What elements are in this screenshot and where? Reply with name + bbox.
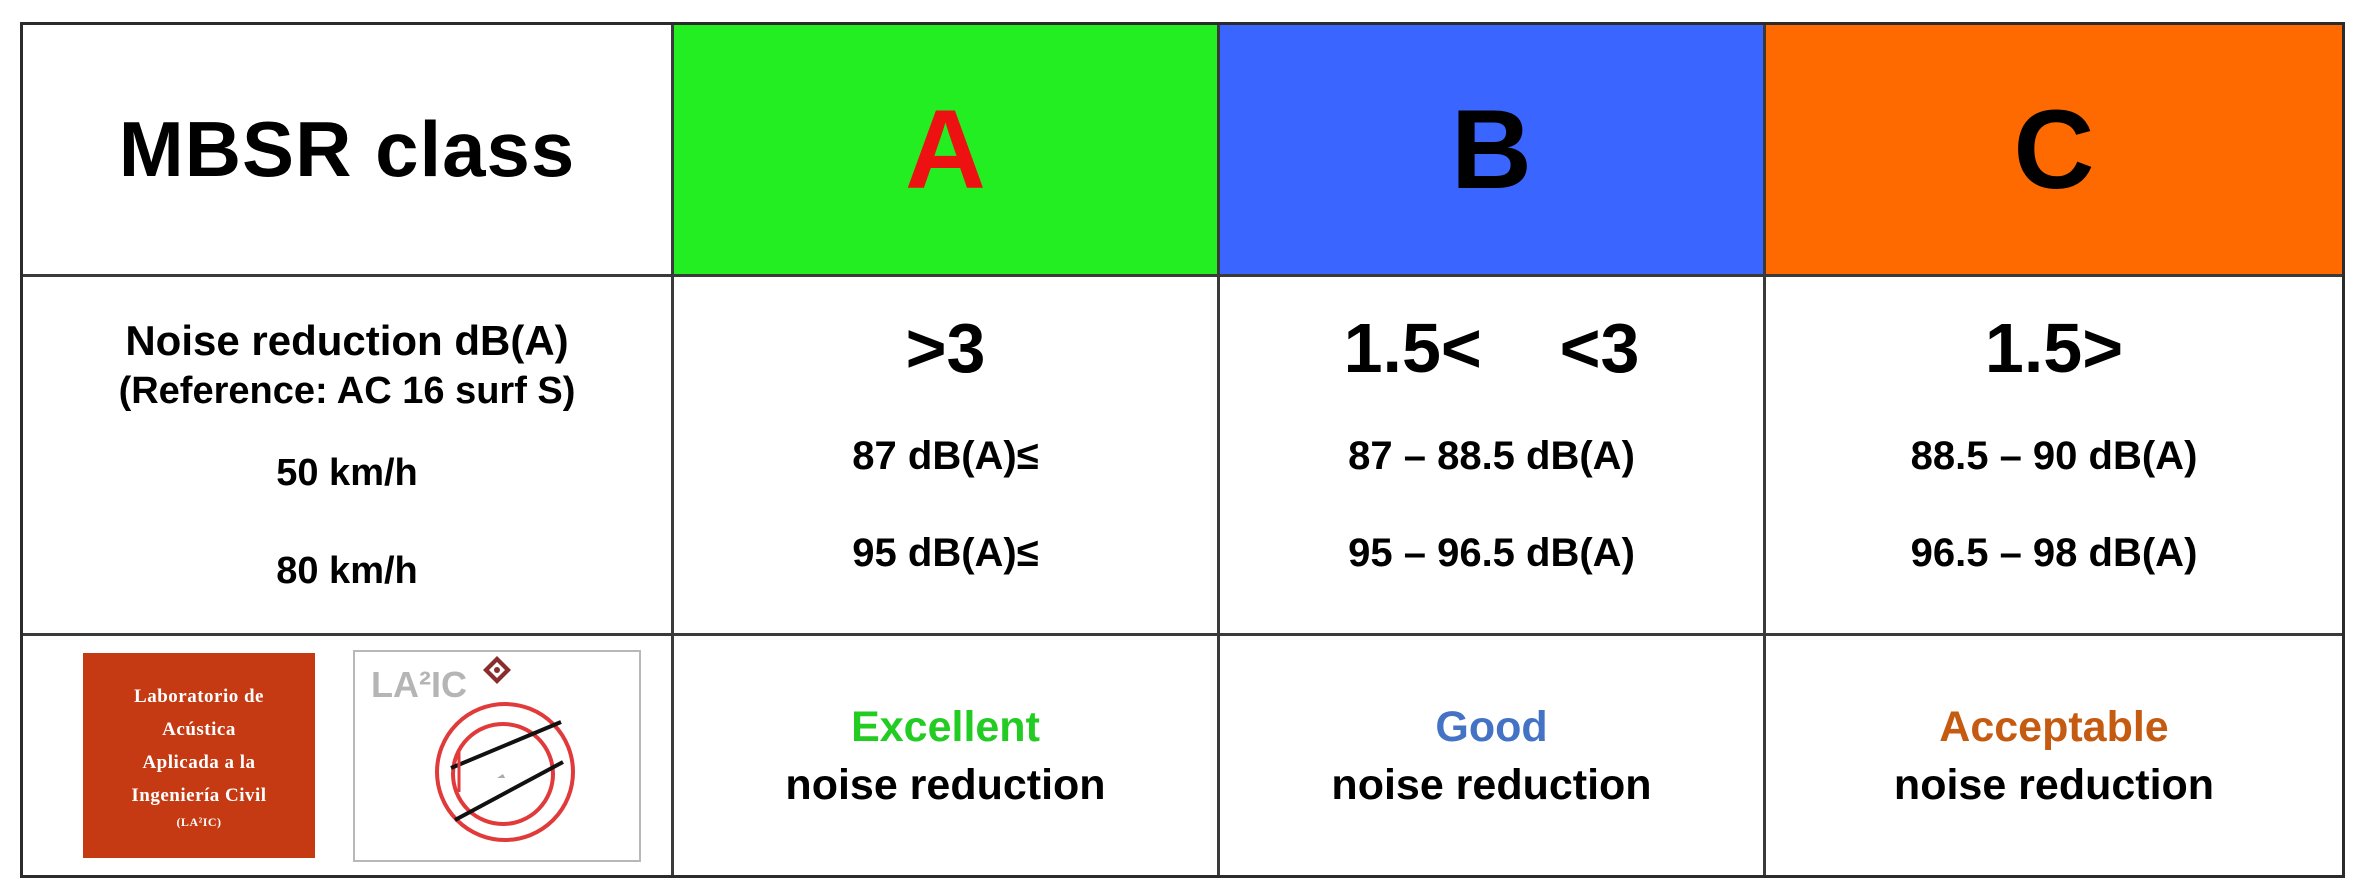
logo-line-1: Laboratorio de: [134, 685, 264, 707]
class-b-header: B: [1220, 25, 1766, 277]
table-title: MBSR class: [118, 105, 576, 193]
noise-label-cell: Noise reduction dB(A) (Reference: AC 16 …: [23, 277, 674, 636]
logo-line-5: (LA²IC): [176, 814, 222, 829]
class-c-range-50: 88.5 – 90 dB(A): [1910, 434, 2198, 478]
class-c-noise-cell: 1.5> 88.5 – 90 dB(A) 96.5 – 98 dB(A): [1766, 277, 2342, 636]
logo-cell: Laboratorio de Acústica Aplicada a la In…: [23, 636, 674, 875]
class-a-rating-cell: Excellent noise reduction: [674, 636, 1220, 875]
reference-label: (Reference: AC 16 surf S): [118, 370, 576, 412]
emblem-text: LA²IC: [371, 664, 467, 705]
class-b-range-80: 95 – 96.5 dB(A): [1348, 531, 1635, 575]
class-a-noise-cell: >3 87 dB(A)≤ 95 dB(A)≤: [674, 277, 1220, 636]
class-c-range-80: 96.5 – 98 dB(A): [1910, 531, 2198, 575]
class-b-rating-cell: Good noise reduction: [1220, 636, 1766, 875]
la2ic-emblem-icon: LA²IC: [371, 655, 575, 842]
class-a-header: A: [674, 25, 1220, 277]
class-c-threshold: 1.5>: [1984, 309, 2124, 387]
header-title-cell: MBSR class: [23, 25, 674, 277]
class-c-rating-cell: Acceptable noise reduction: [1766, 636, 2342, 875]
mbsr-class-table: MBSR class A B C Noise reduction dB(A) (…: [20, 22, 2345, 878]
class-b-letter: B: [1451, 87, 1532, 212]
speed-50-label: 50 km/h: [276, 452, 418, 494]
class-a-rating-suffix: noise reduction: [785, 760, 1106, 809]
class-b-range-50: 87 – 88.5 dB(A): [1348, 434, 1635, 478]
class-a-rating: Excellent: [851, 702, 1040, 751]
class-c-letter: C: [2013, 87, 2095, 212]
class-c-rating: Acceptable: [1939, 702, 2169, 751]
la2ic-text-logo: Laboratorio de Acústica Aplicada a la In…: [83, 653, 315, 858]
class-c-rating-suffix: noise reduction: [1893, 760, 2215, 809]
la2ic-emblem-logo: LA²IC: [353, 649, 641, 862]
class-a-threshold: >3: [905, 309, 986, 387]
class-b-noise-cell: 1.5< <3 87 – 88.5 dB(A) 95 – 96.5 dB(A): [1220, 277, 1766, 636]
logo-line-2: Acústica: [162, 718, 236, 740]
class-b-rating: Good: [1435, 702, 1548, 751]
class-a-range-50: 87 dB(A)≤: [852, 434, 1039, 478]
class-b-threshold: 1.5< <3: [1343, 309, 1640, 387]
noise-label: Noise reduction dB(A): [125, 317, 569, 364]
logo-line-3: Aplicada a la: [142, 751, 256, 773]
class-a-range-80: 95 dB(A)≤: [852, 531, 1039, 575]
class-c-header: C: [1766, 25, 2342, 277]
class-a-letter: A: [905, 87, 986, 212]
class-b-rating-suffix: noise reduction: [1331, 760, 1652, 809]
logo-line-4: Ingeniería Civil: [131, 784, 267, 806]
speed-80-label: 80 km/h: [276, 550, 418, 592]
